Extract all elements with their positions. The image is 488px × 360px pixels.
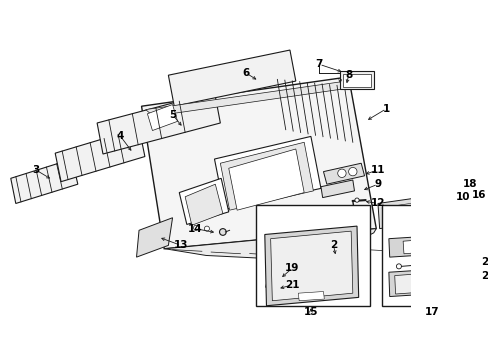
Text: 7: 7 — [315, 59, 322, 69]
Polygon shape — [270, 231, 352, 301]
Polygon shape — [55, 128, 144, 182]
Circle shape — [348, 167, 356, 176]
Polygon shape — [392, 205, 404, 219]
Polygon shape — [394, 270, 476, 294]
Circle shape — [204, 226, 209, 231]
Circle shape — [333, 253, 338, 258]
Polygon shape — [411, 238, 460, 252]
Polygon shape — [388, 266, 481, 297]
Text: 2: 2 — [329, 240, 336, 251]
Text: 18: 18 — [462, 179, 476, 189]
Polygon shape — [164, 229, 376, 258]
Text: 15: 15 — [303, 307, 318, 318]
Text: 17: 17 — [424, 307, 439, 318]
Text: 21: 21 — [285, 280, 299, 290]
Bar — [382, 205, 488, 306]
Circle shape — [385, 208, 390, 213]
Polygon shape — [427, 183, 458, 205]
Polygon shape — [342, 73, 370, 87]
Polygon shape — [168, 50, 295, 106]
Circle shape — [396, 264, 401, 269]
Circle shape — [219, 229, 226, 235]
Text: 5: 5 — [168, 109, 176, 120]
Polygon shape — [265, 274, 289, 287]
Text: 19: 19 — [285, 263, 299, 273]
Polygon shape — [214, 136, 320, 210]
Polygon shape — [185, 184, 223, 225]
Text: 9: 9 — [374, 179, 381, 189]
Circle shape — [285, 287, 289, 292]
Polygon shape — [97, 92, 220, 154]
Circle shape — [308, 213, 313, 219]
Text: 20: 20 — [480, 271, 488, 282]
Polygon shape — [179, 178, 228, 224]
Text: 16: 16 — [470, 190, 485, 200]
Polygon shape — [382, 200, 433, 230]
Polygon shape — [136, 218, 172, 257]
Polygon shape — [228, 149, 304, 210]
Text: 10: 10 — [455, 192, 470, 202]
Polygon shape — [147, 104, 177, 131]
Polygon shape — [388, 233, 481, 257]
Circle shape — [193, 225, 198, 230]
Text: 8: 8 — [345, 70, 351, 80]
Text: 12: 12 — [370, 198, 385, 208]
Circle shape — [354, 198, 358, 202]
Polygon shape — [145, 81, 350, 116]
Polygon shape — [264, 226, 358, 306]
Polygon shape — [320, 180, 354, 198]
Polygon shape — [402, 236, 470, 254]
Polygon shape — [340, 71, 373, 89]
Text: 3: 3 — [32, 165, 40, 175]
Text: 14: 14 — [187, 224, 202, 234]
Bar — [256, 205, 369, 306]
Text: 11: 11 — [370, 165, 385, 175]
Text: 22: 22 — [480, 257, 488, 267]
Circle shape — [337, 169, 346, 177]
Polygon shape — [377, 195, 437, 229]
Polygon shape — [401, 205, 412, 219]
Polygon shape — [11, 159, 78, 203]
Circle shape — [295, 215, 300, 220]
Text: 1: 1 — [382, 104, 389, 114]
Text: 4: 4 — [117, 131, 124, 141]
Text: 13: 13 — [173, 240, 188, 251]
Circle shape — [425, 203, 430, 208]
Polygon shape — [220, 142, 313, 210]
Polygon shape — [409, 205, 421, 219]
Polygon shape — [323, 163, 364, 184]
Text: 6: 6 — [242, 68, 248, 78]
Polygon shape — [298, 292, 324, 301]
Polygon shape — [431, 187, 455, 206]
Polygon shape — [141, 77, 376, 249]
